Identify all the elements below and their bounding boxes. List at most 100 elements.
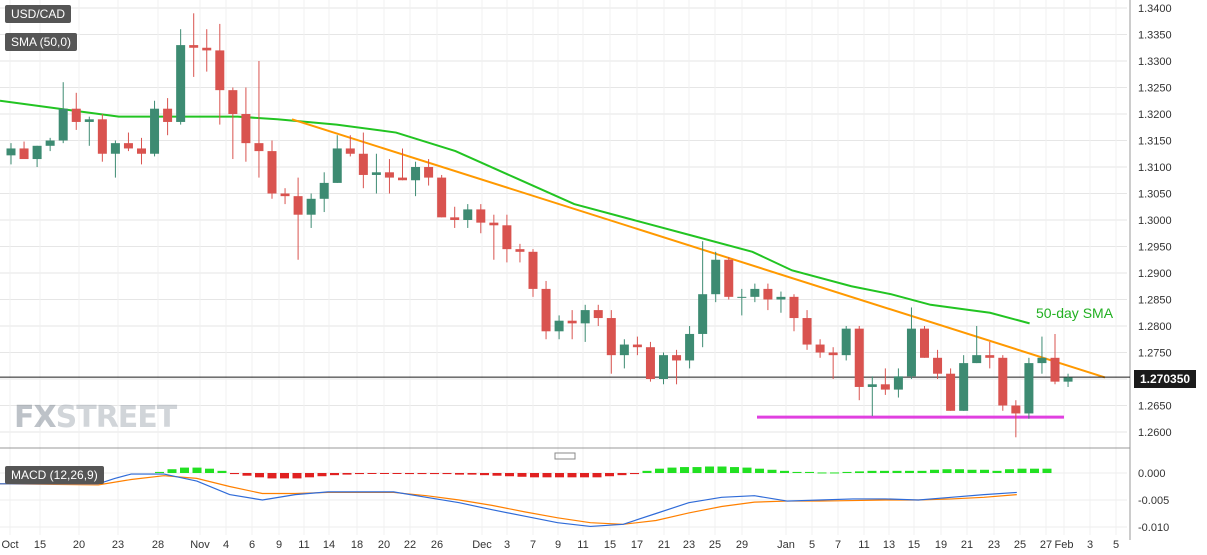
pane-resize-handle xyxy=(554,452,576,460)
y-tick-label: 1.3300 xyxy=(1138,56,1172,68)
x-tick-label: 5 xyxy=(1113,539,1119,551)
candle-body xyxy=(998,357,1008,406)
candle-body xyxy=(123,143,133,149)
macd-histogram-bar xyxy=(267,473,277,479)
x-tick-label: Jan xyxy=(777,539,795,551)
macd-histogram-bar xyxy=(1030,468,1039,473)
candle-body xyxy=(959,363,969,411)
candle-body xyxy=(254,143,264,152)
y-tick-label: 1.2600 xyxy=(1138,427,1172,439)
candle-body xyxy=(58,108,68,141)
candle-body xyxy=(137,148,146,154)
x-tick-label: 7 xyxy=(530,539,536,551)
macd-histogram-bar xyxy=(1042,468,1052,473)
candle-body xyxy=(32,145,42,160)
macd-histogram-bar xyxy=(680,467,689,473)
candle-body xyxy=(19,148,29,160)
candle-body xyxy=(71,108,81,122)
y-tick-label: 1.3200 xyxy=(1138,109,1172,121)
candle-body xyxy=(1024,363,1034,414)
macd-histogram-bar xyxy=(892,470,902,473)
y-tick-label: 1.2750 xyxy=(1138,348,1172,360)
candle-body xyxy=(737,296,747,298)
macd-histogram-bar xyxy=(367,473,377,474)
candle-body xyxy=(854,328,864,387)
fxstreet-logo: FXSTREET xyxy=(14,400,178,435)
macd-histogram-bar xyxy=(980,469,989,473)
candle-body xyxy=(724,259,734,297)
y-tick-label: 1.3250 xyxy=(1138,83,1172,95)
x-tick-label: 9 xyxy=(555,539,561,551)
candle-body xyxy=(84,119,94,122)
x-tick-label: 19 xyxy=(935,539,947,551)
macd-signal-line xyxy=(0,475,1017,525)
macd-histogram-bar xyxy=(392,473,402,474)
candle-body xyxy=(776,296,786,300)
x-tick-label: 9 xyxy=(276,539,282,551)
candle-body xyxy=(554,320,564,332)
macd-histogram-bar xyxy=(667,467,677,473)
macd-histogram-bar xyxy=(342,473,352,475)
candle-body xyxy=(293,196,303,215)
macd-histogram-bar xyxy=(830,472,839,474)
macd-legend-label: MACD (12,26,9) xyxy=(5,466,104,484)
candle-body xyxy=(1063,377,1073,382)
candle-body xyxy=(750,288,760,297)
macd-histogram-bar xyxy=(230,473,239,475)
candle-body xyxy=(1050,357,1060,382)
candle-body xyxy=(411,167,421,181)
candle-body xyxy=(241,114,251,144)
candle-body xyxy=(541,288,551,332)
x-tick-label: 3 xyxy=(504,539,510,551)
candle-body xyxy=(110,143,120,154)
x-tick-label: 4 xyxy=(223,539,229,551)
macd-histogram-bar xyxy=(617,473,627,476)
macd-histogram-bar xyxy=(605,473,614,477)
candle-body xyxy=(489,222,499,226)
sma-legend-label: SMA (50,0) xyxy=(5,33,78,51)
macd-histogram-bar xyxy=(880,470,889,473)
x-tick-label: 21 xyxy=(658,539,670,551)
macd-histogram-bar xyxy=(442,473,452,475)
macd-histogram-bar xyxy=(205,468,214,473)
sma-annotation: 50-day SMA xyxy=(1036,305,1114,321)
macd-histogram-bar xyxy=(255,473,264,478)
macd-line xyxy=(0,473,1017,528)
x-tick-label: 15 xyxy=(908,539,920,551)
candle-body xyxy=(645,347,655,379)
macd-histogram-bar xyxy=(355,473,364,475)
y-tick-label: 1.3050 xyxy=(1138,189,1172,201)
y-tick-label: 1.2800 xyxy=(1138,321,1172,333)
macd-histogram-bar xyxy=(492,473,502,476)
x-tick-label: 23 xyxy=(988,539,1000,551)
macd-histogram-bar xyxy=(705,466,714,473)
macd-histogram-bar xyxy=(405,473,414,475)
candle-body xyxy=(841,328,851,356)
macd-histogram-bar xyxy=(380,473,389,474)
macd-histogram-bar xyxy=(842,471,852,473)
x-tick-label: 26 xyxy=(431,539,443,551)
x-tick-label: 15 xyxy=(34,539,46,551)
macd-histogram-bar xyxy=(242,473,252,476)
candle-body xyxy=(319,182,329,199)
macd-histogram-bar xyxy=(1005,469,1014,473)
candle-body xyxy=(632,344,642,348)
macd-tick-label: -0.005 xyxy=(1138,495,1169,507)
candle-body xyxy=(202,47,212,51)
x-tick-label: 13 xyxy=(883,539,895,551)
macd-histogram-bar xyxy=(317,473,327,477)
x-tick-label: Dec xyxy=(472,539,492,551)
logo-street: STREET xyxy=(55,400,178,435)
macd-histogram-bar xyxy=(592,473,602,478)
macd-histogram-bar xyxy=(530,473,539,478)
macd-histogram-bar xyxy=(417,473,427,475)
candle-body xyxy=(228,90,238,114)
x-tick-label: 11 xyxy=(298,539,309,551)
macd-histogram-bar xyxy=(967,469,977,473)
macd-histogram-bar xyxy=(467,473,477,475)
sma50-line xyxy=(0,99,1030,325)
candle-body xyxy=(424,167,434,178)
macd-histogram-bar xyxy=(730,467,739,473)
candle-body xyxy=(698,294,708,334)
candle-body xyxy=(45,140,55,146)
